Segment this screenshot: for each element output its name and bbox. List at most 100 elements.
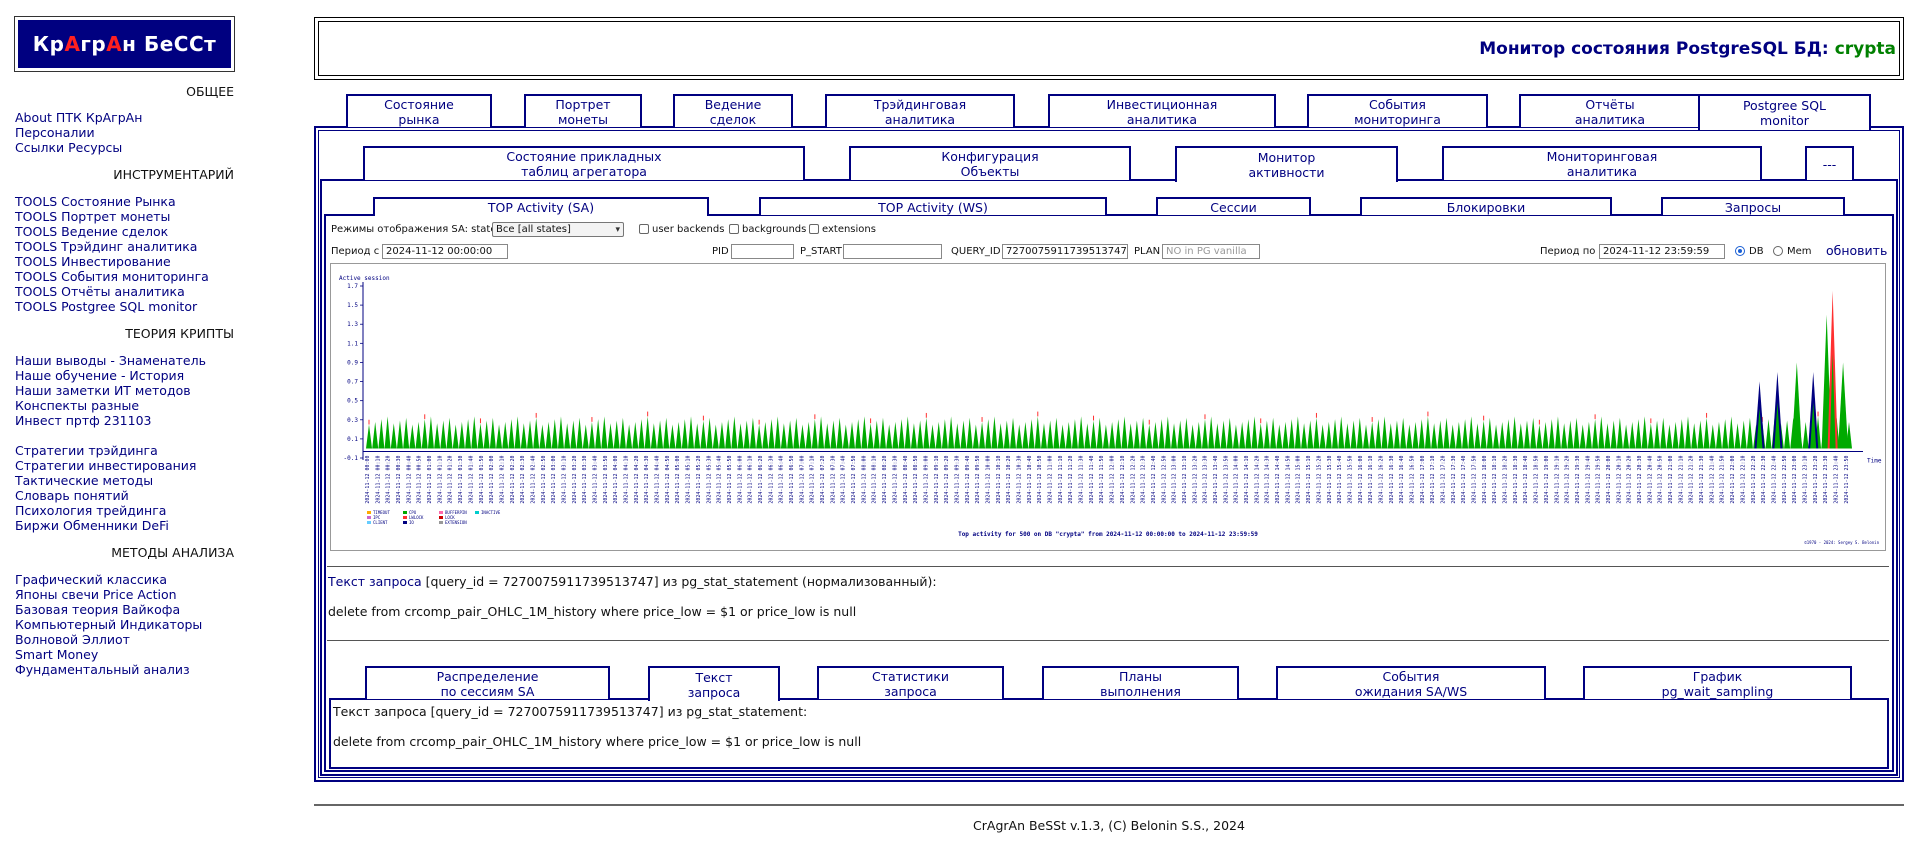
p-start-input[interactable] bbox=[843, 244, 942, 259]
chart-spike bbox=[1189, 424, 1196, 449]
sidebar-link-people[interactable]: Персоналии bbox=[15, 125, 95, 140]
chart-spike bbox=[1592, 419, 1599, 449]
sidebar-link-fundamental[interactable]: Фундаментальный анализ bbox=[15, 662, 190, 677]
chart-spike bbox=[1319, 424, 1326, 449]
sidebar-link-invest-strategies[interactable]: Стратегии инвестирования bbox=[15, 458, 197, 473]
chart-x-tick-label: 2024-11-12 01:20 bbox=[448, 455, 454, 503]
plan-input[interactable]: NO in PG vanilla bbox=[1162, 244, 1260, 259]
p-start-label: P_START bbox=[800, 246, 842, 257]
chart-spike bbox=[718, 421, 725, 449]
tab-query-text[interactable]: Текст запроса bbox=[648, 666, 780, 701]
sidebar-link-glossary[interactable]: Словарь понятий bbox=[15, 488, 129, 503]
sidebar-link-tools-market[interactable]: TOOLS Состояние Рынка bbox=[15, 194, 176, 209]
tab-trading-analytics[interactable]: Трэйдинговая аналитика bbox=[825, 94, 1015, 127]
chart-spike bbox=[514, 416, 521, 449]
sidebar-link-tools-coin[interactable]: TOOLS Портрет монеты bbox=[15, 209, 171, 224]
tab-investment-analytics[interactable]: Инвестиционная аналитика bbox=[1048, 94, 1276, 127]
chart-x-tick-label: 2024-11-12 18:20 bbox=[1503, 455, 1509, 503]
mem-radio[interactable] bbox=[1773, 246, 1783, 256]
tab-deals[interactable]: Ведение сделок bbox=[673, 94, 793, 127]
tab-query-stats[interactable]: Статистики запроса bbox=[817, 666, 1004, 699]
db-radio[interactable] bbox=[1735, 246, 1745, 256]
tab-exec-plans[interactable]: Планы выполнения bbox=[1042, 666, 1239, 699]
chart-x-tick-label: 2024-11-12 23:40 bbox=[1833, 455, 1839, 503]
chart-spike bbox=[1697, 420, 1704, 449]
sidebar-link-about[interactable]: About ПТК КрАгрАн bbox=[15, 110, 143, 125]
chart-x-tick-label: 2024-11-12 18:50 bbox=[1534, 455, 1540, 503]
chart-spike bbox=[1226, 417, 1233, 449]
tab-locks[interactable]: Блокировки bbox=[1360, 197, 1612, 215]
sidebar-link-exchanges[interactable]: Биржи Обменники DeFi bbox=[15, 518, 169, 533]
tab-pg-monitor[interactable]: Postgree SQL monitor bbox=[1698, 94, 1871, 130]
bottom-query-sql: delete from crcomp_pair_OHLC_1M_history … bbox=[333, 734, 862, 749]
sidebar-link-tools-invest[interactable]: TOOLS Инвестирование bbox=[15, 254, 171, 269]
chart-spike bbox=[879, 417, 886, 449]
sidebar-link-wyckoff[interactable]: Базовая теория Вайкофа bbox=[15, 602, 181, 617]
chart-peak-cpu bbox=[1829, 353, 1836, 449]
tab-reports[interactable]: Отчёты аналитика bbox=[1519, 94, 1701, 127]
chart-spike bbox=[557, 416, 564, 449]
tab-app-tables[interactable]: Состояние прикладных таблиц агрегатора bbox=[363, 146, 805, 180]
tab-coin-portrait[interactable]: Портрет монеты bbox=[524, 94, 642, 127]
chart-y-tick-label: 1.7 bbox=[347, 283, 358, 290]
sidebar-link-tactics[interactable]: Тактические методы bbox=[15, 473, 154, 488]
chart-spike bbox=[1301, 423, 1308, 449]
sidebar-link-smart-money[interactable]: Smart Money bbox=[15, 647, 99, 662]
query-id-input[interactable]: 7270075911739513747 bbox=[1002, 244, 1128, 259]
top-activity-chart: Active session 1.7 1.5 1.3 1.1 0.9 0.7 0.5 0.3 0.… bbox=[330, 263, 1886, 551]
refresh-button[interactable]: обновить bbox=[1826, 243, 1888, 258]
tab-config-objects[interactable]: Конфигурация Объекты bbox=[849, 146, 1131, 180]
chart-spike bbox=[1232, 424, 1239, 449]
chart-spike bbox=[539, 424, 546, 449]
chart-spike bbox=[1449, 424, 1456, 449]
tab-more[interactable]: --- bbox=[1805, 146, 1854, 180]
chart-spike bbox=[1338, 416, 1345, 449]
tab-activity-monitor[interactable]: Монитор активности bbox=[1175, 146, 1398, 182]
backgrounds-checkbox[interactable] bbox=[729, 224, 739, 234]
sidebar-link-psychology[interactable]: Психология трейдинга bbox=[15, 503, 167, 518]
chart-spike bbox=[1332, 419, 1339, 449]
sidebar-link-tools-trading[interactable]: TOOLS Трэйдинг аналитика bbox=[15, 239, 198, 254]
chart-spike bbox=[681, 419, 688, 449]
period-from-input[interactable]: 2024-11-12 00:00:00 bbox=[382, 244, 508, 259]
sidebar-link-candles[interactable]: Японы свечи Price Action bbox=[15, 587, 177, 602]
chart-spike bbox=[1022, 421, 1029, 449]
sidebar-link-it-notes[interactable]: Наши заметки ИТ методов bbox=[15, 383, 191, 398]
sidebar-link-tools-pgmonitor[interactable]: TOOLS Postgree SQL monitor bbox=[15, 299, 198, 314]
period-to-input[interactable]: 2024-11-12 23:59:59 bbox=[1599, 244, 1725, 259]
sidebar-link-resources[interactable]: Ссылки Ресурсы bbox=[15, 140, 123, 155]
chart-spike bbox=[1462, 419, 1469, 449]
tab-sessions[interactable]: Сессии bbox=[1156, 197, 1311, 215]
tab-wait-sampling[interactable]: График pg_wait_sampling bbox=[1583, 666, 1852, 699]
chart-spike bbox=[489, 417, 496, 449]
tab-market-state[interactable]: Состояние рынка bbox=[346, 94, 492, 127]
tab-top-activity-sa[interactable]: TOP Activity (SA) bbox=[373, 197, 709, 216]
pid-input[interactable] bbox=[731, 244, 794, 259]
sidebar-link-conclusions[interactable]: Наши выводы - Знаменатель bbox=[15, 353, 206, 368]
chart-spike bbox=[1604, 423, 1611, 449]
user-backends-checkbox[interactable] bbox=[639, 224, 649, 234]
chart-spike bbox=[1350, 420, 1357, 449]
chart-x-tick-label: 2024-11-12 22:20 bbox=[1751, 455, 1757, 503]
sidebar-link-tools-deals[interactable]: TOOLS Ведение сделок bbox=[15, 224, 169, 239]
sidebar-link-summaries[interactable]: Конспекты разные bbox=[15, 398, 140, 413]
sidebar-link-trading-strategies[interactable]: Стратегии трэйдинга bbox=[15, 443, 158, 458]
tab-queries[interactable]: Запросы bbox=[1661, 197, 1845, 215]
tab-sa-distribution[interactable]: Распределение по сессиям SA bbox=[365, 666, 610, 699]
chart-x-tick-label: 2024-11-12 11:40 bbox=[1089, 455, 1095, 503]
tab-monitoring-events[interactable]: События мониторинга bbox=[1307, 94, 1488, 127]
sidebar-link-portfolio[interactable]: Инвест пртф 231103 bbox=[15, 413, 152, 428]
tab-wait-events[interactable]: События ожидания SA/WS bbox=[1276, 666, 1546, 699]
sidebar-link-elliott[interactable]: Волновой Эллиот bbox=[15, 632, 130, 647]
sidebar-link-graphic[interactable]: Графический классика bbox=[15, 572, 168, 587]
tab-top-activity-ws[interactable]: TOP Activity (WS) bbox=[759, 197, 1107, 215]
chart-spike bbox=[904, 416, 911, 449]
chart-x-tick-label: 2024-11-12 20:20 bbox=[1627, 455, 1633, 503]
sidebar-link-history[interactable]: Наше обучение - История bbox=[15, 368, 185, 383]
tab-monitoring-analytics[interactable]: Мониторинговая аналитика bbox=[1442, 146, 1762, 180]
mode-select[interactable]: Все [all states] ▾ bbox=[492, 222, 624, 237]
sidebar-link-indicators[interactable]: Компьютерный Индикаторы bbox=[15, 617, 203, 632]
sidebar-link-tools-reports[interactable]: TOOLS Отчёты аналитика bbox=[15, 284, 185, 299]
extensions-checkbox[interactable] bbox=[809, 224, 819, 234]
sidebar-link-tools-events[interactable]: TOOLS События мониторинга bbox=[15, 269, 209, 284]
